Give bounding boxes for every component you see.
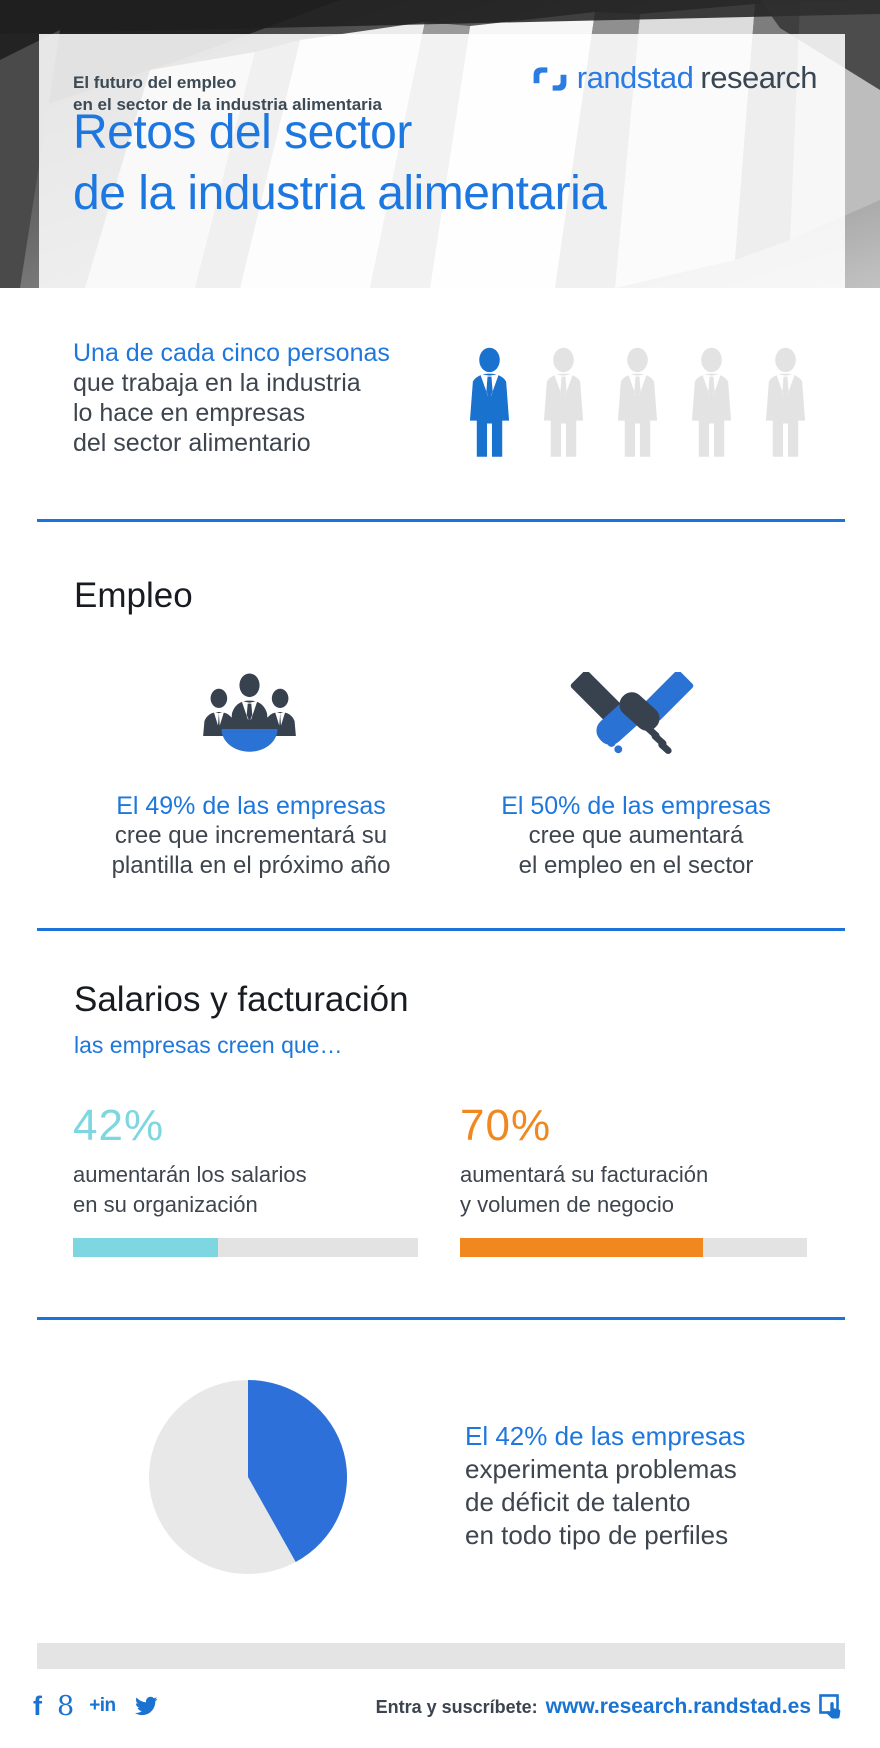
team-meeting-icon xyxy=(197,668,302,762)
intro-statement: Una de cada cinco personas que trabaja e… xyxy=(73,338,390,458)
subscribe-url-link[interactable]: www.research.randstad.es xyxy=(545,1695,811,1718)
stat-plantilla-highlight: El 49% de las empresas xyxy=(116,792,386,820)
talent-highlight: El 42% de las empresas xyxy=(465,1421,746,1451)
revenue-bar-fill xyxy=(460,1238,703,1257)
randstad-mark-icon xyxy=(533,67,567,91)
person-icon xyxy=(543,347,584,457)
page-title: Retos del sector de la industria aliment… xyxy=(73,102,607,224)
salary-percent-value: 42% xyxy=(73,1101,165,1150)
person-icon xyxy=(691,347,732,457)
people-pictogram xyxy=(467,347,808,457)
hero-overlay-panel xyxy=(39,34,845,288)
report-subtitle: El futuro del empleo en el sector de la … xyxy=(73,72,382,116)
salary-desc-line2: en su organización xyxy=(73,1192,258,1217)
revenue-bar-track xyxy=(460,1238,807,1257)
stat-sector-line3: el empleo en el sector xyxy=(518,852,754,879)
randstad-research-logo: randstad research xyxy=(532,62,817,93)
talent-line4: en todo tipo de perfiles xyxy=(465,1520,729,1550)
salarios-heading: Salarios y facturación xyxy=(74,980,409,1019)
linkedin-icon[interactable]: +in xyxy=(89,1695,116,1716)
stat-sector-highlight: El 50% de las empresas xyxy=(501,792,771,820)
person-icon xyxy=(765,347,806,457)
salary-desc-line1: aumentarán los salarios xyxy=(73,1162,307,1187)
intro-line2: que trabaja en la industria xyxy=(73,369,361,397)
stat-sector-line2: cree que aumentará xyxy=(528,822,744,849)
revenue-bar-description: aumentará su facturación y volumen de ne… xyxy=(460,1160,708,1220)
twitter-icon[interactable] xyxy=(131,1694,161,1718)
stat-sector: El 50% de las empresas cree que aumentar… xyxy=(460,791,812,881)
page-title-line2: de la industria alimentaria xyxy=(73,167,607,220)
subscribe-cta: Entra y suscríbete: www.research.randsta… xyxy=(376,1694,845,1720)
handshake-icon xyxy=(568,672,696,762)
facebook-icon[interactable]: f xyxy=(33,1690,42,1721)
report-subtitle-line1: El futuro del empleo xyxy=(73,73,237,92)
salary-bar-fill xyxy=(73,1238,218,1257)
salary-bar-description: aumentarán los salarios en su organizaci… xyxy=(73,1160,307,1220)
talent-line2: experimenta problemas xyxy=(465,1454,737,1484)
person-icon xyxy=(469,347,510,457)
report-subtitle-line2: en el sector de la industria alimentaria xyxy=(73,95,382,114)
logo-suffix-text: research xyxy=(700,60,817,95)
revenue-desc-line1: aumentará su facturación xyxy=(460,1162,709,1187)
stat-plantilla-line2: cree que incrementará su xyxy=(114,822,388,849)
salary-bar-track xyxy=(73,1238,418,1257)
empleo-heading: Empleo xyxy=(74,576,193,615)
click-cursor-icon xyxy=(819,1694,845,1720)
section-divider xyxy=(37,519,845,522)
intro-line4: del sector alimentario xyxy=(73,429,311,457)
talent-line3: de déficit de talento xyxy=(465,1487,691,1517)
stat-plantilla: El 49% de las empresas cree que incremen… xyxy=(75,791,427,881)
footer-bar xyxy=(37,1643,845,1669)
social-links: f 8 +in xyxy=(33,1690,161,1722)
revenue-percent-value: 70% xyxy=(460,1101,552,1150)
google-plus-icon[interactable]: 8 xyxy=(57,1690,75,1722)
page-title-line1: Retos del sector xyxy=(73,106,412,159)
salarios-subheading: las empresas creen que… xyxy=(74,1032,343,1058)
section-divider xyxy=(37,928,845,931)
intro-highlight: Una de cada cinco personas xyxy=(73,339,390,367)
section-divider xyxy=(37,1317,845,1320)
intro-line3: lo hace en empresas xyxy=(73,399,306,427)
person-icon xyxy=(617,347,658,457)
stat-plantilla-line3: plantilla en el próximo año xyxy=(111,852,391,879)
subscribe-label: Entra y suscríbete: xyxy=(375,1696,538,1717)
talent-statement: El 42% de las empresas experimenta probl… xyxy=(465,1420,745,1552)
logo-brand-text: randstad xyxy=(576,60,694,95)
talent-deficit-pie-chart xyxy=(148,1379,348,1575)
revenue-desc-line2: y volumen de negocio xyxy=(460,1192,675,1217)
